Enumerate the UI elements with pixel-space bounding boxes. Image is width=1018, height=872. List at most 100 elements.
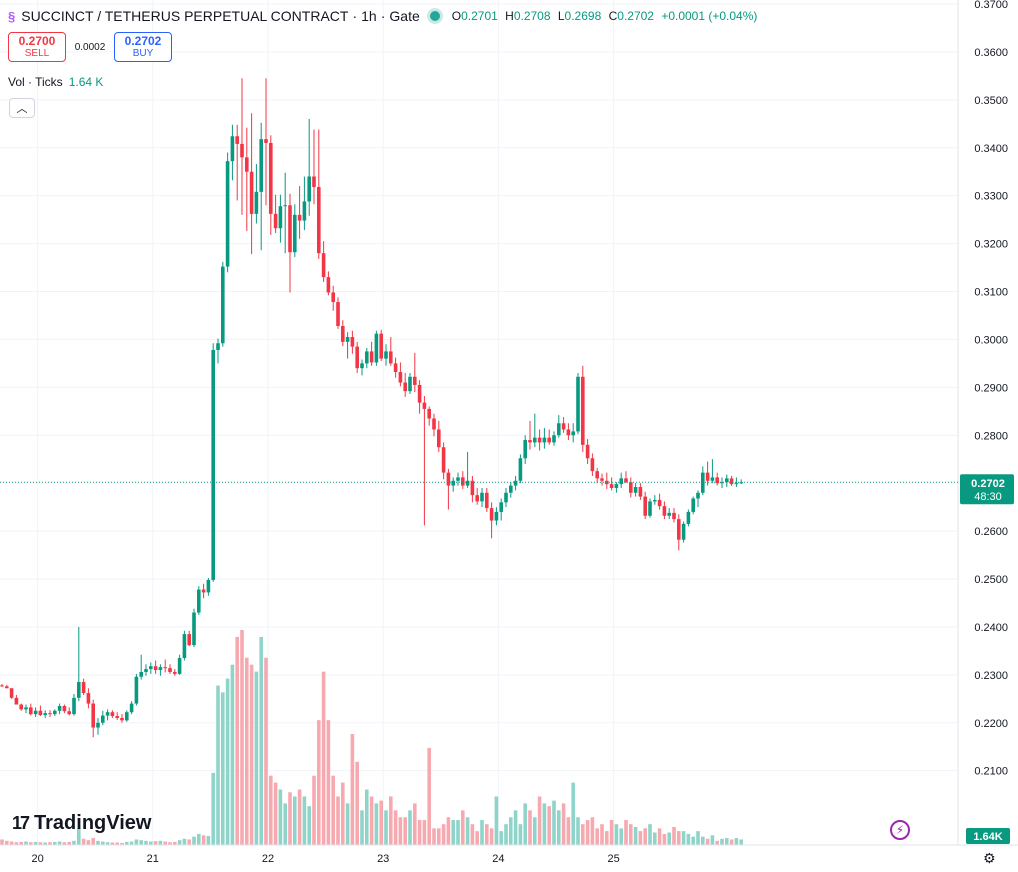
volume-bar [657,828,662,845]
volume-bar [182,838,187,845]
volume-legend[interactable]: Vol · Ticks 1.64 K [8,75,103,89]
candle-body [715,477,719,484]
y-tick-label: 0.3700 [974,0,1008,11]
candle-body [129,703,134,713]
time-axis[interactable]: 20 21 22 23 24 25 [0,844,1018,865]
tradingview-logo[interactable]: 17 TradingView [12,812,151,835]
candle-body [302,201,307,221]
symbol-legend: § SUCCINCT / TETHERUS PERPETUAL CONTRACT… [8,8,761,24]
candle-body [134,676,139,704]
last-price-value: 0.2702 [971,478,1005,490]
interval-label[interactable]: 1h [361,8,377,24]
candle-body [230,136,235,162]
chevron-up-icon: ︿ [16,103,28,115]
candle-body [0,685,4,687]
volume-bar [245,657,249,845]
symbol-title[interactable]: SUCCINCT / TETHERUS PERPETUAL CONTRACT [21,8,349,24]
buy-button[interactable]: 0.2702 BUY [114,32,172,62]
candle-body [494,511,499,521]
candle-body [374,333,379,363]
volume-bar [201,835,206,845]
y-tick-label: 0.3400 [974,143,1008,155]
bolt-icon[interactable]: ⚡ [890,820,910,840]
volume-bar [374,803,379,845]
market-status-icon[interactable] [429,11,440,21]
x-tick-label: 20 [31,853,43,865]
volume-bar [513,810,518,845]
candle-body [542,437,547,443]
grid-lines [0,0,958,845]
candle-body [77,682,81,698]
candle-body [345,337,350,342]
candle-body [528,440,532,443]
volume-bar [269,775,273,845]
volume-bar [691,836,695,845]
collapse-legend-button[interactable]: ︿ [9,98,35,118]
volume-bar [533,817,537,845]
volume-bar [81,838,86,845]
price-axis[interactable]: 0.2100 0.2200 0.2300 0.2400 0.2500 0.2600 0.27… [957,0,1008,845]
volume-bar [9,841,14,845]
volume-legend-label: Vol · Ticks [8,75,63,89]
candle-body [633,487,638,493]
candle-body [278,206,283,229]
candle-body [341,326,345,342]
volume-bar [561,803,566,845]
volume-bar [211,772,215,845]
volume-bar [365,789,369,845]
candle-body [182,634,187,659]
candle-body [168,668,172,672]
volume-bar [355,761,359,845]
candle-body [206,579,211,593]
sell-button[interactable]: 0.2700 SELL [8,32,66,62]
candle-body [547,437,551,443]
volume-bar [417,820,422,845]
candle-body [624,478,628,483]
candle-body [153,666,158,671]
candle-body [720,482,724,484]
y-tick-label: 0.2900 [974,382,1008,394]
volume-bar [153,841,158,845]
candle-body [29,707,33,715]
y-tick-label: 0.3300 [974,191,1008,203]
volume-bar [326,720,331,845]
volume-bar [288,792,292,845]
candle-body [24,707,28,710]
volume-bar [480,820,484,845]
candle-body [149,666,153,670]
volume-bar [0,839,4,845]
candle-body [422,402,427,409]
y-tick-label: 0.3200 [974,239,1008,251]
candle-body [557,423,561,436]
candle-body [43,713,47,716]
candle-body [173,671,177,674]
candle-body [672,512,676,520]
volume-bar [389,796,393,845]
volume-bar [62,842,67,845]
candle-body [53,710,57,715]
volume-bar [427,747,431,845]
volume-bar [259,636,263,845]
candle-body [691,498,695,512]
trade-buttons: 0.2700 SELL 0.0002 0.2702 BUY [8,32,172,62]
candle-body [609,484,614,488]
volume-bar [302,796,307,845]
candle-body [475,495,479,502]
candle-body [533,437,537,443]
candle-body [264,139,268,143]
x-tick-label: 22 [262,853,274,865]
volume-bar [273,782,278,845]
volume-bar [77,828,81,845]
candle-body [86,693,91,704]
candle-body [101,715,105,723]
exchange-label: Gate [389,8,420,24]
candle-body [259,139,263,192]
candle-body [245,157,249,172]
candle-body [537,437,542,443]
gear-icon[interactable]: ⚙ [983,850,996,866]
candle-body [72,697,76,715]
volume-bar [705,838,710,845]
volume-bar [110,842,115,845]
